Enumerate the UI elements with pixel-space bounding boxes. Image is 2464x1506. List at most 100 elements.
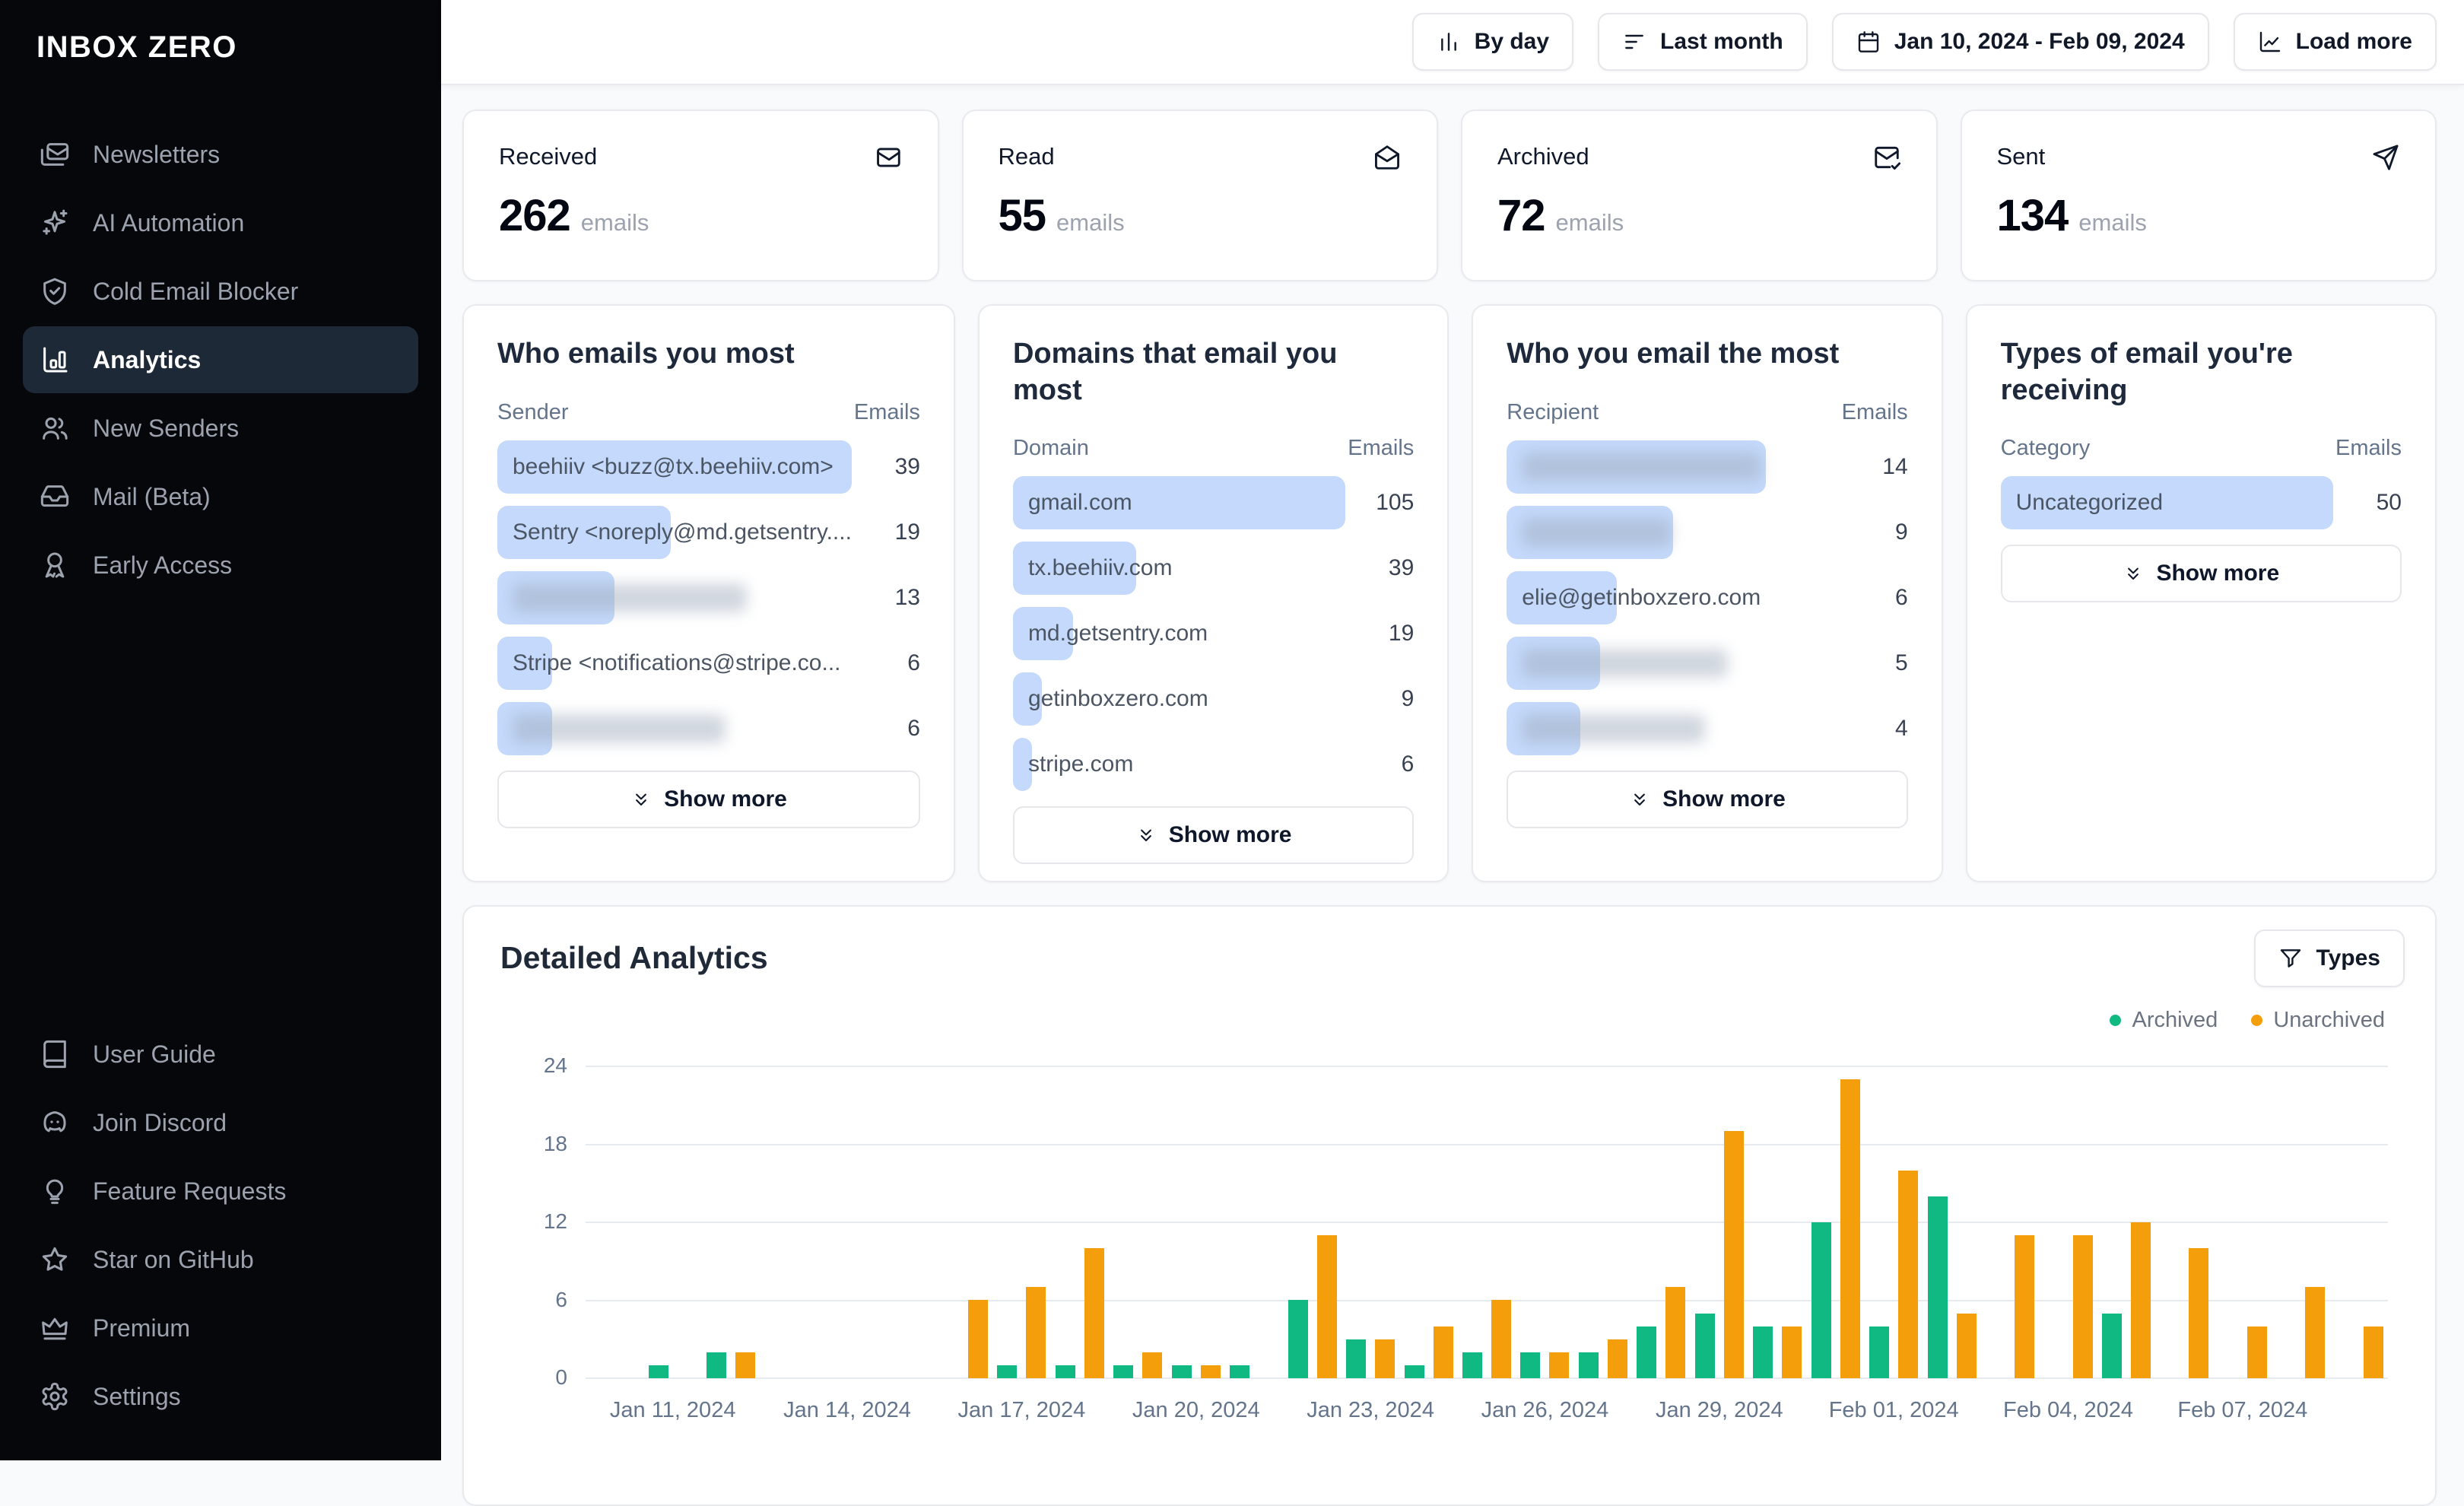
redacted-label — [1522, 713, 1705, 743]
redacted-label — [1522, 452, 1762, 481]
list-row: 13 — [497, 565, 920, 631]
show-more-button[interactable]: Show more — [1507, 770, 1908, 828]
archived-bar — [1637, 1326, 1657, 1378]
bar-group — [2039, 1066, 2097, 1378]
list-row: 4 — [1507, 696, 1908, 761]
bar-group — [1109, 1066, 1167, 1378]
sidebar-footer-item-user-guide[interactable]: User Guide — [23, 1021, 418, 1088]
sidebar-item-cold-email-blocker[interactable]: Cold Email Blocker — [23, 258, 418, 325]
sidebar-item-early-access[interactable]: Early Access — [23, 532, 418, 599]
stat-value: 55 emails — [999, 190, 1402, 241]
list-row-value: 9 — [1401, 686, 1415, 711]
archived-bar — [1404, 1365, 1424, 1378]
show-more-button[interactable]: Show more — [2000, 545, 2402, 602]
legend-label: Unarchived — [2273, 1008, 2385, 1032]
sidebar-item-ai-automation[interactable]: AI Automation — [23, 189, 418, 256]
show-more-label: Show more — [2156, 561, 2280, 586]
stat-label: Sent — [1996, 143, 2046, 170]
bar-group — [992, 1066, 1050, 1378]
unarchived-bar — [1433, 1326, 1453, 1378]
nav-item-label: Newsletters — [93, 140, 221, 168]
unarchived-bar — [1898, 1171, 1919, 1378]
list-header-value: Emails — [1348, 436, 1415, 460]
jan-10-2024-feb-09-2024-button[interactable]: Jan 10, 2024 - Feb 09, 2024 — [1831, 13, 2209, 71]
funnel-icon — [2278, 946, 2303, 971]
sidebar-item-newsletters[interactable]: Newsletters — [23, 121, 418, 188]
stats-row: Received 262 emails Read 55 emails Archived 72 e… — [462, 110, 2437, 281]
list-row: getinboxzero.com 9 — [1012, 666, 1415, 732]
unarchived-bar — [2015, 1235, 2035, 1378]
list-header: Domain Emails — [1013, 436, 1414, 461]
x-tick-label: Feb 07, 2024 — [2177, 1398, 2308, 1422]
legend-dot — [2110, 1015, 2122, 1026]
list-row-label: Uncategorized — [2015, 490, 2164, 515]
y-tick-label: 18 — [543, 1131, 567, 1155]
sidebar-footer-item-star-on-github[interactable]: Star on GitHub — [23, 1226, 418, 1293]
list-header-key: Category — [2000, 436, 2091, 460]
archived-bar — [1869, 1326, 1890, 1378]
list-header-value: Emails — [1841, 399, 1908, 424]
by-day-button[interactable]: By day — [1411, 13, 1574, 71]
bar-group — [1632, 1066, 1690, 1378]
legend-label: Archived — [2132, 1008, 2218, 1032]
list-rows: Uncategorized 50 — [2000, 470, 2402, 535]
show-more-button[interactable]: Show more — [1012, 806, 1415, 864]
list-row: 5 — [1507, 631, 1908, 696]
discord-icon — [40, 1107, 70, 1138]
unarchived-bar — [1607, 1339, 1627, 1378]
archived-bar — [2101, 1314, 2122, 1378]
y-tick-label: 24 — [543, 1053, 567, 1077]
legend-item-archived: Archived — [2110, 1008, 2218, 1033]
archived-bar — [706, 1352, 727, 1378]
bar-group — [1923, 1066, 1980, 1378]
sidebar-footer-item-settings[interactable]: Settings — [23, 1363, 418, 1430]
list-row-bar-track — [1507, 434, 1839, 500]
types-filter-button[interactable]: Types — [2253, 929, 2405, 987]
list-row: stripe.com 6 — [1012, 732, 1414, 797]
list-row: Uncategorized 50 — [2000, 470, 2402, 535]
bar-group — [586, 1066, 643, 1378]
nav-item-label: Premium — [93, 1314, 191, 1342]
nav-item-label: New Senders — [93, 414, 240, 442]
archived-bar — [1346, 1339, 1367, 1378]
last-month-button[interactable]: Last month — [1598, 13, 1808, 71]
load-more-button[interactable]: Load more — [2233, 13, 2437, 71]
sidebar-footer-item-join-discord[interactable]: Join Discord — [23, 1089, 418, 1156]
list-row-bar-track — [497, 565, 852, 631]
sidebar-item-new-senders[interactable]: New Senders — [23, 395, 418, 462]
unarchived-bar — [2246, 1326, 2267, 1378]
unarchived-bar — [1549, 1352, 1570, 1378]
send-icon — [2371, 143, 2400, 172]
unarchived-bar — [1956, 1314, 1977, 1378]
button-label: By day — [1474, 29, 1550, 54]
button-label: Last month — [1660, 29, 1783, 54]
ribbon-icon — [40, 550, 70, 580]
bar-group — [1516, 1066, 1573, 1378]
sidebar-item-analytics[interactable]: Analytics — [23, 326, 418, 393]
redacted-label — [513, 713, 726, 743]
list-row-bar-track: Uncategorized — [2000, 470, 2333, 535]
unarchived-bar — [2305, 1287, 2326, 1378]
archived-bar — [1288, 1300, 1308, 1378]
sidebar-footer-item-feature-requests[interactable]: Feature Requests — [23, 1158, 418, 1225]
list-row-bar — [497, 701, 553, 755]
archived-bar — [997, 1365, 1018, 1378]
types-button-label: Types — [2316, 945, 2380, 971]
list-row-bar — [1012, 542, 1136, 595]
list-row-value: 14 — [1882, 453, 1908, 479]
y-tick-label: 0 — [555, 1365, 567, 1389]
gridline — [586, 1222, 2388, 1223]
bar-group — [1167, 1066, 1225, 1378]
archived-bar — [1753, 1326, 1773, 1378]
bar-group — [876, 1066, 934, 1378]
sidebar-footer-item-premium[interactable]: Premium — [23, 1295, 418, 1361]
stat-value: 134 emails — [1997, 190, 2401, 241]
archived-bar — [1694, 1314, 1715, 1378]
lightbulb-icon — [40, 1176, 70, 1206]
list-row-bar-track: elie@getinboxzero.com — [1507, 565, 1839, 631]
sidebar-item-mail-beta[interactable]: Mail (Beta) — [23, 463, 418, 530]
archived-bar — [1171, 1365, 1192, 1378]
unarchived-bar — [1026, 1287, 1046, 1378]
show-more-button[interactable]: Show more — [497, 770, 920, 828]
shield-check-icon — [40, 276, 70, 307]
